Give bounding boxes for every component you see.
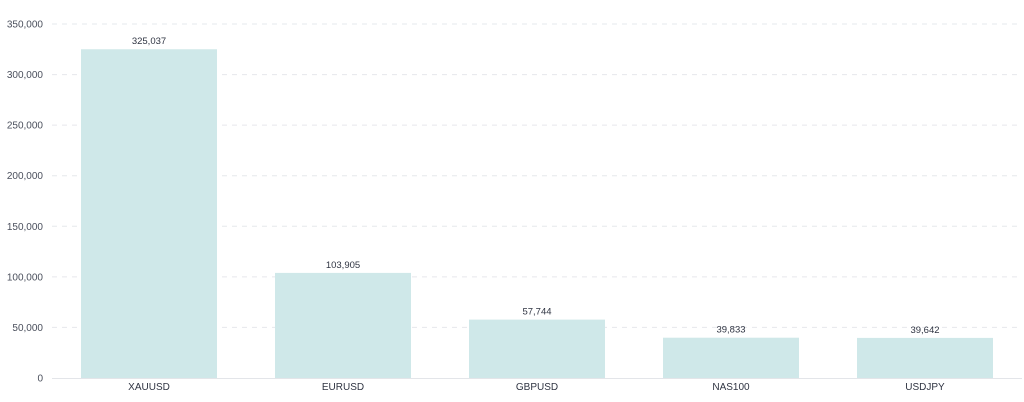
y-tick-label: 350,000 [7,20,44,31]
data-label-nas100: 39,833 [716,325,745,336]
bar-gbpusd [469,319,605,378]
y-axis-tick-labels: 0 50,000 100,000 150,000 200,000 250,000 300,0… [7,20,44,385]
bar-xauusd [81,49,217,378]
y-tick-label: 250,000 [7,121,44,132]
x-tick-label-usdjpy: USDJPY [905,382,945,393]
y-tick-label: 50,000 [12,323,43,334]
y-tick-label: 100,000 [7,272,44,283]
y-tick-label: 150,000 [7,222,44,233]
x-tick-label-nas100: NAS100 [712,382,750,393]
y-tick-label: 300,000 [7,70,44,81]
bar-eurusd [275,272,411,378]
bar-usdjpy [857,337,993,378]
bar-data-labels: 325,037 103,905 57,744 39,833 39,642 [132,36,940,336]
data-label-eurusd: 103,905 [326,260,360,271]
y-tick-label: 200,000 [7,171,44,182]
data-label-xauusd: 325,037 [132,36,166,47]
y-tick-label: 0 [37,374,43,385]
x-tick-label-gbpusd: GBPUSD [516,382,558,393]
bar-nas100 [663,337,799,378]
x-tick-label-eurusd: EURUSD [322,382,364,393]
data-label-gbpusd: 57,744 [522,307,551,318]
data-label-usdjpy: 39,642 [910,325,939,336]
bars [81,49,993,378]
x-axis-tick-labels: XAUUSD EURUSD GBPUSD NAS100 USDJPY [128,382,945,393]
x-tick-label-xauusd: XAUUSD [128,382,170,393]
